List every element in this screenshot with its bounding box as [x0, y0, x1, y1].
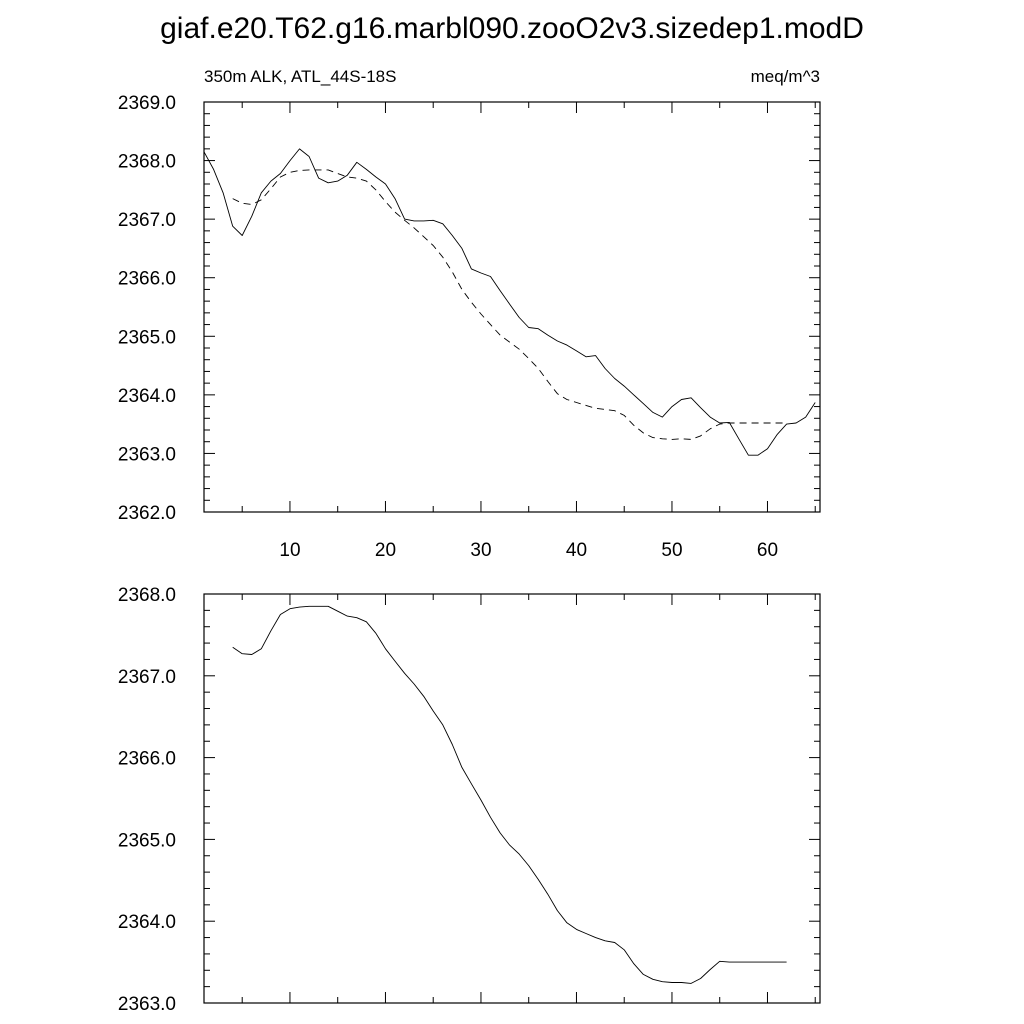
panel-1-left-label: 350m ALK, ATL_44S-18S	[204, 67, 396, 86]
panel-1-xtick-label: 20	[375, 540, 396, 561]
panel-1-right-label: meq/m^3	[751, 67, 820, 86]
panel-2-series-solid-line	[232, 605, 787, 984]
panel-1-frame	[203, 101, 821, 513]
panel-1-xtick-label: 50	[661, 540, 682, 561]
panel-1-ytick-label: 2363.0	[118, 444, 176, 465]
panel-2-ytick-label: 2368.0	[118, 585, 176, 606]
panel-1-ytick-label: 2367.0	[118, 210, 176, 231]
panel-1-ytick-label: 2366.0	[118, 269, 176, 290]
panel-2-ytick-label: 2367.0	[118, 667, 176, 688]
panel-1-xtick-label: 30	[470, 540, 491, 561]
panel-1-ytick-label: 2364.0	[118, 386, 176, 407]
panel-1-ytick-label: 2362.0	[118, 503, 176, 524]
panel-2-frame	[203, 593, 821, 1004]
panel-2-ytick-label: 2365.0	[118, 830, 176, 851]
panel-1-xtick-label: 40	[566, 540, 587, 561]
panel-1-series-dashed-line	[232, 169, 787, 440]
panel-2-plot: 2363.0 2364.0 2365.0 2366.0 2367.0 2368.0	[118, 585, 821, 1015]
panel-1-ytick-label: 2365.0	[118, 327, 176, 348]
figure-title: giaf.e20.T62.g16.marbl090.zooO2v3.sizede…	[160, 12, 864, 45]
panel-1-ytick-label: 2369.0	[118, 93, 176, 114]
panel-2-ytick-label: 2364.0	[118, 912, 176, 933]
panel-2-ytick-label: 2363.0	[118, 994, 176, 1015]
panel-1-series-solid-line	[203, 148, 816, 456]
panel-2-ytick-label: 2366.0	[118, 749, 176, 770]
panel-1-ytick-label: 2368.0	[118, 152, 176, 173]
panel-1-xtick-label: 10	[279, 540, 300, 561]
panel-1-xtick-label: 60	[757, 540, 778, 561]
panel-1-plot: 10 20 30 40 50 60 2362.0 2363.0 2364.0 2365.0 2366…	[118, 93, 821, 561]
